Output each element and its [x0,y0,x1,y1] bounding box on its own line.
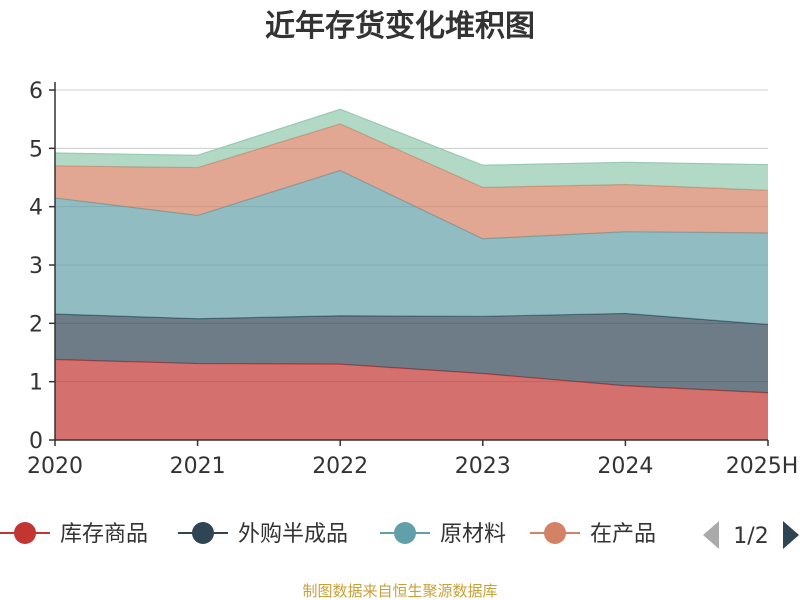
legend-prev-icon[interactable] [703,521,719,549]
axes: 0 1 2 3 4 5 6 2020 2021 2022 2023 2024 2025H [27,79,798,479]
legend-marker [544,522,566,544]
area-series-4[interactable] [55,123,768,239]
x-tick-label: 2025H [726,454,799,479]
x-tick-label: 2021 [170,454,226,479]
legend-label: 在产品 [590,522,656,547]
chart-title: 近年存货变化堆积图 [265,9,535,44]
y-tick-label: 3 [29,254,43,279]
x-tick-label: 2024 [597,454,653,479]
legend-item-2[interactable]: 外购半成品 [178,522,348,547]
area-series-5[interactable] [55,109,768,191]
legend-item-1[interactable]: 库存商品 [0,522,148,547]
area-series-1[interactable] [55,359,768,441]
legend-marker [14,522,36,544]
y-tick-label: 5 [29,137,43,162]
legend-item-3[interactable]: 原材料 [380,522,506,547]
legend-marker [394,522,416,544]
y-tick-label: 4 [29,196,43,221]
x-tick-label: 2020 [27,454,83,479]
legend-label: 原材料 [440,522,506,547]
area-series-line-5 [54,108,769,166]
x-tick-label: 2022 [312,454,368,479]
area-series-2[interactable] [55,313,768,393]
x-tick-label: 2023 [455,454,511,479]
y-tick-label: 1 [29,371,43,396]
legend-marker [192,522,214,544]
legend-label: 库存商品 [60,522,148,547]
data-source-note: 制图数据来自恒生聚源数据库 [302,582,497,600]
legend-label: 外购半成品 [238,522,348,547]
legend-next-icon[interactable] [783,521,799,549]
area-series-3[interactable] [55,170,768,325]
y-tick-label: 2 [29,312,43,337]
area-series-group [54,108,769,441]
legend[interactable]: 库存商品 外购半成品 原材料 在产品 1/2 [0,521,799,549]
y-tick-label: 0 [29,429,43,454]
y-tick-label: 6 [29,79,43,104]
legend-page-indicator: 1/2 [733,524,768,549]
legend-item-4[interactable]: 在产品 [530,522,656,547]
